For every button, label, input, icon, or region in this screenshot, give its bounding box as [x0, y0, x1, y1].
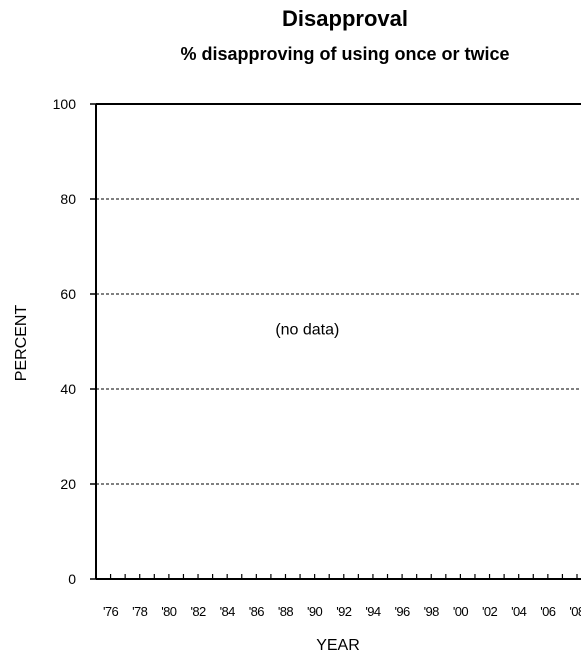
x-tick-label-1978: '78 [132, 604, 148, 619]
y-tick-label-60: 60 [60, 286, 76, 302]
axes [95, 103, 581, 580]
x-tick-label-1984: '84 [220, 604, 236, 619]
y-ticks: 0 20 40 60 80 100 [53, 96, 96, 587]
x-tick-label-2004: '04 [511, 604, 527, 619]
x-tick-label-1996: '96 [395, 604, 411, 619]
x-ticks: '76 '78 '80 '82 '84 '86 '88 '90 '92 '94 '96 '98 '00 '… [103, 574, 581, 619]
no-data-annotation: (no data) [275, 321, 339, 338]
y-tick-label-20: 20 [60, 476, 76, 492]
x-tick-label-1994: '94 [365, 604, 381, 619]
x-tick-label-2008: '08 [569, 604, 581, 619]
y-tick-label-40: 40 [60, 381, 76, 397]
x-tick-label-1990: '90 [307, 604, 323, 619]
y-tick-label-80: 80 [60, 191, 76, 207]
x-axis-label: YEAR [316, 637, 360, 654]
x-tick-label-2006: '06 [540, 604, 556, 619]
x-tick-label-1976: '76 [103, 604, 119, 619]
y-tick-label-100: 100 [53, 96, 77, 112]
x-tick-label-1988: '88 [278, 604, 294, 619]
x-tick-label-2002: '02 [482, 604, 498, 619]
chart-subtitle: % disapproving of using once or twice [180, 44, 510, 64]
chart-title: Disapproval [282, 6, 408, 31]
x-tick-label-1982: '82 [190, 604, 206, 619]
x-tick-label-2000: '00 [453, 604, 469, 619]
gridlines [96, 198, 581, 485]
x-tick-label-1992: '92 [336, 604, 352, 619]
x-tick-label-1986: '86 [249, 604, 265, 619]
x-tick-label-1998: '98 [424, 604, 440, 619]
y-tick-label-0: 0 [68, 571, 76, 587]
x-tick-label-1980: '80 [161, 604, 177, 619]
